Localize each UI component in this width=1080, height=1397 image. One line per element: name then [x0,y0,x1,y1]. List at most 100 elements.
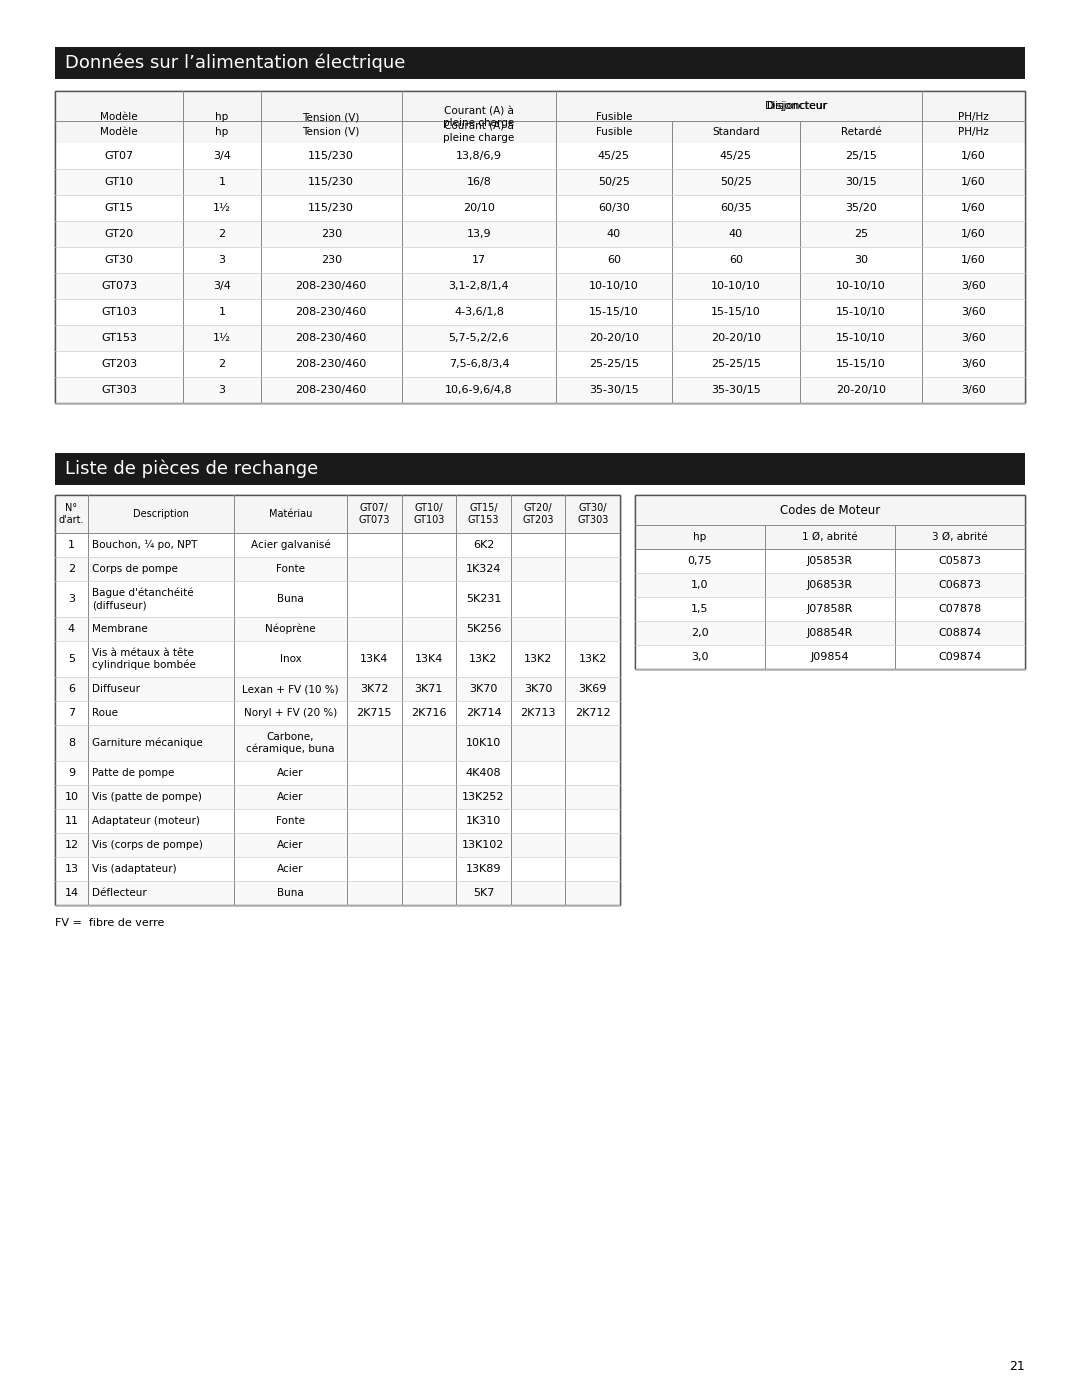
Text: 6: 6 [68,685,75,694]
Text: J06853R: J06853R [807,580,853,590]
Bar [55,47,1025,80]
Text: 2: 2 [68,564,75,574]
Text: 1½: 1½ [213,332,231,344]
Text: 1K324: 1K324 [465,564,501,574]
Bar [635,645,1025,669]
Text: 1/60: 1/60 [961,203,986,212]
Text: 45/25: 45/25 [720,151,752,161]
Text: PH/Hz: PH/Hz [958,127,989,137]
Text: 1: 1 [218,307,226,317]
Bar [55,91,1025,402]
Text: FV =  fibre de verre: FV = fibre de verre [55,918,164,928]
Bar [55,377,1025,402]
Text: 3K72: 3K72 [360,685,389,694]
Text: GT20: GT20 [105,229,134,239]
Text: 60/30: 60/30 [598,203,630,212]
Text: 10: 10 [65,792,79,802]
Text: 1/60: 1/60 [961,177,986,187]
Text: 3: 3 [218,386,226,395]
Text: 3K70: 3K70 [470,685,498,694]
Text: 1 Ø, abrité: 1 Ø, abrité [802,532,858,542]
Text: 13K252: 13K252 [462,792,504,802]
Text: Données sur l’alimentation électrique: Données sur l’alimentation électrique [65,53,405,73]
Text: Acier galvanisé: Acier galvanisé [251,539,330,550]
Bar [55,495,620,905]
Text: Inox: Inox [280,654,301,664]
Text: 10K10: 10K10 [465,738,501,747]
Text: 10-10/10: 10-10/10 [836,281,886,291]
Text: GT30: GT30 [105,256,134,265]
Text: PH/Hz: PH/Hz [958,112,989,122]
Text: 5K231: 5K231 [465,594,501,604]
Text: Courant (A) à
pleine charge: Courant (A) à pleine charge [444,106,514,127]
Bar [55,534,620,557]
Text: hp: hp [215,127,229,137]
Text: Tension (V): Tension (V) [302,127,360,137]
Text: GT07/
GT073: GT07/ GT073 [359,503,390,525]
Bar [55,299,1025,326]
Text: Retardé: Retardé [841,127,881,137]
Text: GT153: GT153 [102,332,137,344]
Text: 2K715: 2K715 [356,708,392,718]
Bar [635,573,1025,597]
Bar [55,196,1025,221]
Text: Tension (V): Tension (V) [302,112,360,122]
Text: 13,9: 13,9 [467,229,491,239]
Text: Modèle: Modèle [100,112,138,122]
Text: 20/10: 20/10 [463,203,495,212]
Bar [55,785,620,809]
Text: 13K2: 13K2 [524,654,552,664]
Text: 10-10/10: 10-10/10 [589,281,638,291]
Text: 15-15/10: 15-15/10 [711,307,760,317]
Bar [635,597,1025,622]
Text: 0,75: 0,75 [688,556,713,566]
Text: 2K714: 2K714 [465,708,501,718]
Text: 3,0: 3,0 [691,652,708,662]
Text: Fusible: Fusible [596,127,632,137]
Text: 208-230/460: 208-230/460 [296,386,367,395]
Text: 60/35: 60/35 [720,203,752,212]
Text: Vis à métaux à tête
cylindrique bombée: Vis à métaux à tête cylindrique bombée [92,648,195,671]
Text: 2: 2 [218,359,226,369]
Text: Standard: Standard [712,127,759,137]
Bar [635,525,1025,549]
Bar [55,495,620,534]
Text: 15-15/10: 15-15/10 [836,359,886,369]
Text: Matériau: Matériau [269,509,312,520]
Text: 7: 7 [68,708,75,718]
Text: Déflecteur: Déflecteur [92,888,147,898]
Text: GT15: GT15 [105,203,134,212]
Text: 3/60: 3/60 [961,359,986,369]
Bar [55,91,1025,142]
Text: 25-25/15: 25-25/15 [589,359,639,369]
Text: 4-3,6/1,8: 4-3,6/1,8 [454,307,504,317]
Bar [55,272,1025,299]
Bar [635,549,1025,573]
Text: 13K2: 13K2 [579,654,607,664]
Text: Modèle: Modèle [100,127,138,137]
Text: 13K102: 13K102 [462,840,504,849]
Text: Buna: Buna [278,888,303,898]
Text: Bague d'étanchéité
(diffuseur): Bague d'étanchéité (diffuseur) [92,588,193,610]
Text: Acier: Acier [278,840,303,849]
Text: 30: 30 [854,256,868,265]
Text: Lexan + FV (10 %): Lexan + FV (10 %) [242,685,339,694]
Bar [55,809,620,833]
Text: Patte de pompe: Patte de pompe [92,768,174,778]
Bar [55,581,620,617]
Text: 208-230/460: 208-230/460 [296,307,367,317]
Text: 208-230/460: 208-230/460 [296,332,367,344]
Text: 40: 40 [729,229,743,239]
Text: C09874: C09874 [939,652,982,662]
Text: GT15/
GT153: GT15/ GT153 [468,503,499,525]
Bar [55,761,620,785]
Text: 6K2: 6K2 [473,541,495,550]
Text: 1/60: 1/60 [961,229,986,239]
Bar [55,641,620,678]
Text: 45/25: 45/25 [598,151,630,161]
Bar [55,856,620,882]
Text: GT20/
GT203: GT20/ GT203 [523,503,554,525]
Text: 25: 25 [854,229,868,239]
Bar [55,169,1025,196]
Text: 3/60: 3/60 [961,386,986,395]
